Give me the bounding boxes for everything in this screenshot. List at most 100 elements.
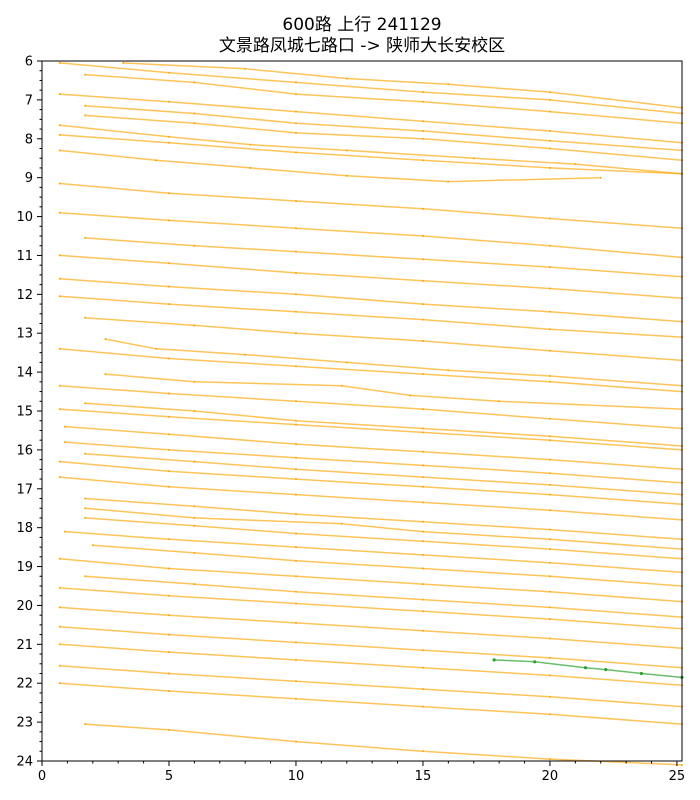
series-line bbox=[85, 114, 683, 161]
series-line bbox=[59, 460, 683, 506]
data-point bbox=[422, 450, 424, 453]
trip-series bbox=[58, 182, 683, 230]
trip-series bbox=[63, 425, 683, 471]
data-point bbox=[295, 419, 297, 422]
data-point bbox=[295, 602, 297, 605]
data-point bbox=[422, 530, 424, 533]
data-point bbox=[548, 656, 551, 659]
data-point bbox=[422, 583, 424, 586]
data-point bbox=[295, 250, 297, 253]
series-line bbox=[59, 643, 683, 686]
data-point bbox=[422, 501, 424, 504]
data-point bbox=[548, 458, 551, 461]
data-point bbox=[58, 149, 61, 152]
data-point bbox=[295, 575, 297, 578]
data-point bbox=[295, 641, 297, 644]
data-point bbox=[295, 151, 297, 154]
data-point bbox=[422, 666, 424, 669]
series-line bbox=[59, 664, 683, 708]
x-tick-label: 20 bbox=[542, 769, 559, 784]
trip-series bbox=[58, 643, 683, 687]
data-point bbox=[422, 408, 424, 411]
data-point bbox=[422, 610, 424, 613]
y-tick-label: 16 bbox=[16, 443, 33, 458]
y-tick-label: 18 bbox=[16, 521, 33, 536]
data-point bbox=[58, 347, 61, 350]
data-point bbox=[548, 472, 551, 475]
trip-series bbox=[58, 295, 683, 339]
data-point bbox=[58, 557, 61, 560]
series-line bbox=[85, 517, 683, 560]
data-point bbox=[533, 660, 537, 664]
data-point bbox=[548, 695, 551, 698]
data-point bbox=[548, 575, 551, 578]
data-point bbox=[422, 464, 424, 467]
data-point bbox=[193, 122, 196, 125]
series-line bbox=[92, 544, 683, 587]
x-tick-label: 10 bbox=[288, 769, 305, 784]
trip-series bbox=[58, 586, 683, 630]
series-line bbox=[59, 606, 683, 649]
data-point bbox=[168, 415, 170, 418]
data-point bbox=[548, 528, 551, 531]
data-point bbox=[58, 606, 61, 609]
data-point bbox=[84, 575, 87, 578]
data-point bbox=[295, 200, 297, 202]
data-point bbox=[548, 417, 551, 420]
data-point bbox=[295, 310, 297, 313]
data-point bbox=[84, 73, 87, 76]
data-point bbox=[548, 618, 551, 621]
series-line bbox=[105, 338, 683, 387]
data-point bbox=[63, 441, 66, 444]
data-point bbox=[193, 380, 196, 383]
data-point bbox=[84, 316, 87, 319]
data-point bbox=[155, 347, 158, 350]
data-point bbox=[58, 476, 61, 479]
data-point bbox=[58, 93, 61, 96]
x-tick-label: 0 bbox=[38, 769, 46, 784]
series-line bbox=[123, 62, 683, 109]
data-point bbox=[548, 310, 551, 313]
data-point bbox=[168, 219, 170, 222]
trip-series bbox=[58, 347, 683, 393]
data-point bbox=[422, 476, 424, 479]
data-point bbox=[345, 174, 348, 177]
data-point bbox=[340, 384, 343, 387]
data-point bbox=[84, 516, 87, 519]
data-point bbox=[574, 163, 577, 166]
trip-series bbox=[84, 402, 683, 447]
series-line bbox=[59, 626, 683, 669]
data-point bbox=[295, 110, 297, 113]
data-point bbox=[84, 507, 87, 510]
data-point bbox=[548, 349, 551, 352]
trip-series bbox=[58, 384, 683, 430]
data-point bbox=[295, 227, 297, 230]
data-point bbox=[193, 410, 196, 412]
data-point bbox=[422, 540, 424, 543]
data-point bbox=[168, 141, 170, 144]
series-line bbox=[494, 659, 683, 679]
y-tick-label: 19 bbox=[16, 560, 33, 575]
series-line bbox=[59, 476, 683, 521]
data-point bbox=[548, 91, 551, 94]
data-point bbox=[422, 750, 424, 753]
trip-series bbox=[58, 124, 683, 175]
series-line bbox=[64, 441, 683, 484]
data-point bbox=[548, 439, 551, 442]
highlight-trip-series bbox=[492, 658, 684, 680]
trip-series bbox=[58, 606, 683, 650]
data-point bbox=[84, 114, 87, 117]
data-point bbox=[422, 485, 424, 488]
data-point bbox=[548, 130, 551, 132]
data-point bbox=[168, 448, 170, 451]
data-point bbox=[345, 149, 348, 152]
data-point bbox=[58, 586, 61, 589]
trip-series bbox=[84, 236, 683, 278]
data-point bbox=[422, 159, 424, 162]
data-point bbox=[548, 548, 551, 551]
data-point bbox=[193, 583, 196, 586]
series-line bbox=[59, 93, 683, 144]
data-point bbox=[249, 166, 252, 169]
data-point bbox=[58, 133, 61, 136]
